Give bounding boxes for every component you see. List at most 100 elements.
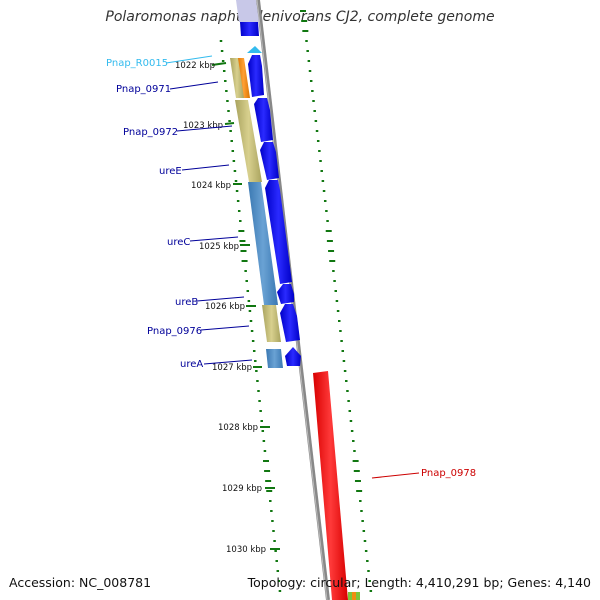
gc-track-dash — [316, 140, 320, 142]
gc-track-dash — [332, 270, 335, 272]
bottom-gene-fragment — [348, 592, 352, 600]
gc-track-dash — [222, 70, 226, 72]
gc-track-dash — [347, 400, 350, 402]
gc-track-dash — [306, 50, 309, 52]
gc-track-dash — [235, 190, 239, 192]
gene-arrow — [248, 55, 264, 97]
scale-label-1022: 1022 kbp — [175, 61, 215, 71]
scale-label-1026: 1026 kbp — [205, 302, 245, 312]
label-urec[interactable]: ureC — [167, 237, 190, 248]
gc-track-dash — [244, 270, 247, 272]
label-ureb[interactable]: ureB — [175, 297, 198, 308]
label-pnap-0976[interactable]: Pnap_0976 — [147, 326, 202, 337]
gc-track-dash — [301, 20, 308, 22]
gene-arrow — [265, 180, 292, 284]
gc-track-dash — [349, 420, 353, 422]
gc-track-dash — [326, 240, 333, 242]
gc-track-dash — [274, 550, 277, 552]
label-pnap-0978[interactable]: Pnap_0978 — [421, 468, 476, 479]
gc-track-dash — [219, 40, 223, 42]
gc-track-dash — [322, 190, 326, 192]
scale-label-1030: 1030 kbp — [226, 545, 266, 555]
gc-track-dash — [265, 480, 272, 482]
gc-track-dash — [233, 170, 237, 172]
gc-track-dash — [256, 380, 259, 382]
gc-track-dash — [353, 450, 356, 452]
gc-track-dash — [226, 100, 229, 102]
gc-track-dash — [352, 440, 355, 442]
gc-track-dash — [336, 310, 340, 312]
gc-track-dash — [318, 150, 321, 152]
gc-track-dash — [276, 570, 280, 572]
topology-text: Topology: circular; Length: 4,410,291 bp… — [247, 575, 591, 590]
bottom-gene-fragment — [352, 592, 356, 600]
gc-track-dash — [363, 540, 367, 542]
gc-track-dash — [328, 250, 335, 252]
label-urea[interactable]: ureA — [180, 359, 203, 370]
accession-text: Accession: NC_008781 — [9, 575, 152, 590]
gc-track-dash — [362, 530, 366, 532]
gc-track-dash — [225, 90, 228, 92]
scale-label-1028: 1028 kbp — [218, 423, 258, 433]
gc-track-dash — [272, 530, 275, 532]
gc-track-dash — [227, 110, 230, 112]
gc-track-dash — [260, 420, 263, 422]
gc-track-dash — [263, 460, 269, 462]
gc-track-dash — [300, 10, 306, 12]
gc-content-tracks — [219, 10, 373, 592]
gc-track-dash — [238, 230, 245, 232]
gene-block-steel — [266, 349, 283, 368]
gc-track-dash — [348, 410, 352, 412]
scale-label-1029: 1029 kbp — [222, 484, 262, 494]
label-pnap-r0015[interactable]: Pnap_R0015 — [106, 58, 168, 69]
gene-arrow — [254, 98, 273, 142]
gc-track-dash — [247, 300, 251, 302]
forward-strand-genes — [248, 55, 301, 366]
gc-track-dash — [319, 160, 322, 162]
gene-labels: Pnap_R0015 Pnap_0971 Pnap_0972 ureE ureC… — [106, 55, 476, 479]
gc-track-dash — [228, 120, 231, 122]
gc-track-dash — [329, 260, 336, 262]
scale-label-1023: 1023 kbp — [183, 121, 223, 131]
gc-track-dash — [302, 30, 309, 32]
gc-track-dash — [342, 360, 346, 362]
gc-track-dash — [275, 560, 278, 562]
gc-track-dash — [354, 480, 361, 482]
label-uree[interactable]: ureE — [159, 166, 182, 177]
gc-track-dash — [364, 550, 368, 552]
gc-track-dash — [246, 290, 250, 292]
gc-track-dash — [220, 50, 224, 52]
gene-arrow — [280, 304, 300, 342]
gc-track-dash — [239, 220, 242, 222]
gc-track-dash — [313, 110, 316, 112]
gc-track-dash — [234, 180, 238, 182]
gc-track-dash — [321, 180, 325, 182]
gc-track-dash — [352, 460, 359, 462]
gc-track-dash — [323, 200, 327, 202]
gc-track-dash — [245, 280, 248, 282]
label-pnap-0972[interactable]: Pnap_0972 — [123, 127, 178, 138]
gc-track-dash — [356, 490, 363, 492]
gc-track-dash — [264, 470, 271, 472]
gc-track-dash — [353, 470, 360, 472]
gc-track-dash — [251, 340, 255, 342]
gene-block-tan — [262, 305, 281, 342]
gc-track-dash — [361, 520, 364, 522]
gc-track-dash — [252, 350, 256, 352]
gc-track-dash — [307, 60, 311, 62]
gene-rrna-orange — [237, 58, 250, 98]
gc-track-dash — [334, 290, 337, 292]
gene-pnap-0978-bar[interactable] — [313, 371, 348, 600]
gc-track-dash — [236, 200, 240, 202]
gc-track-dash — [367, 570, 370, 572]
gc-track-dash — [325, 230, 332, 232]
top-gene-fragment — [240, 22, 259, 36]
gene-block-steel — [248, 182, 278, 305]
gc-track-dash — [255, 370, 258, 372]
label-pnap-0971[interactable]: Pnap_0971 — [116, 84, 171, 95]
bottom-gene-fragment — [356, 592, 360, 600]
gc-track-dash — [270, 510, 273, 512]
gene-arrow — [277, 284, 294, 304]
gc-track-dash — [312, 100, 315, 102]
